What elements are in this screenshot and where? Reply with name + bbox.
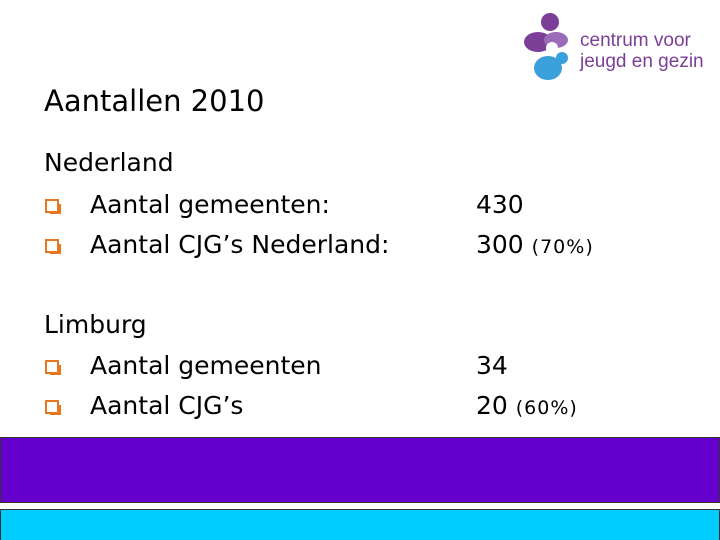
value: 20 xyxy=(476,391,508,420)
item-value: 430 xyxy=(476,190,524,219)
item-label: Aantal CJG’s xyxy=(90,391,244,420)
item-label: Aantal CJG’s Nederland: xyxy=(90,230,390,259)
bullet xyxy=(45,239,61,254)
bullet xyxy=(45,199,61,214)
item-value: 300 (70%) xyxy=(476,230,594,259)
bullet xyxy=(45,400,61,415)
section-heading: Nederland xyxy=(44,148,174,177)
logo-icon xyxy=(524,13,568,80)
item-label: Aantal gemeenten: xyxy=(90,190,330,219)
percentage: (60%) xyxy=(515,397,578,419)
section-heading: Limburg xyxy=(44,310,147,339)
logo-text: jeugd en gezin xyxy=(580,51,704,72)
bullet xyxy=(45,360,61,375)
item-value: 34 xyxy=(476,351,508,380)
item-label: Aantal gemeenten xyxy=(90,351,322,380)
value: 300 xyxy=(476,230,524,259)
logo-text: centrum voor xyxy=(580,30,691,51)
footer-bar xyxy=(0,509,720,540)
slide-title: Aantallen 2010 xyxy=(44,84,265,118)
footer-bar xyxy=(0,437,720,503)
percentage: (70%) xyxy=(531,236,594,258)
item-value: 20 (60%) xyxy=(476,391,578,420)
